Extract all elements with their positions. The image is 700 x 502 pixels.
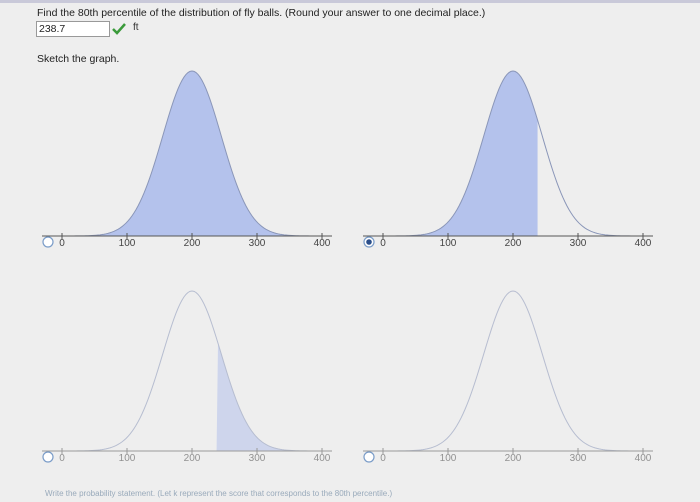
footer-text: Write the probability statement. (Let k … bbox=[45, 489, 393, 498]
axis-label: 0 bbox=[380, 238, 386, 249]
axis-label: 100 bbox=[440, 238, 457, 249]
axis-label: 300 bbox=[570, 453, 587, 464]
radio-selected bbox=[366, 239, 372, 245]
axis-label: 200 bbox=[184, 453, 201, 464]
axis-label: 100 bbox=[119, 453, 136, 464]
axis-label: 100 bbox=[119, 238, 136, 249]
normal-curve bbox=[363, 290, 653, 452]
prompt: Sketch the graph. bbox=[37, 53, 120, 65]
question: Find the 80th percentile of the distribu… bbox=[37, 7, 486, 19]
axis-label: 300 bbox=[249, 453, 266, 464]
graph: 0 100 200 300 400 bbox=[42, 290, 332, 464]
axis-label: 0 bbox=[380, 453, 386, 464]
shaded-area bbox=[42, 71, 332, 236]
axis-label: 300 bbox=[570, 238, 587, 249]
unit: ft bbox=[133, 22, 139, 33]
axis-label: 400 bbox=[635, 238, 652, 249]
axis-label: 200 bbox=[505, 238, 522, 249]
axis-label: 200 bbox=[184, 238, 201, 249]
graph: 0 100 200 300 400 bbox=[363, 70, 653, 249]
axis-label: 100 bbox=[440, 453, 457, 464]
normal-curve bbox=[42, 290, 332, 452]
axis-label: 400 bbox=[314, 453, 331, 464]
axis-label: 0 bbox=[59, 453, 65, 464]
axis-label: 0 bbox=[59, 238, 65, 249]
graph: 0 100 200 300 400 bbox=[42, 70, 332, 249]
correct-check bbox=[112, 23, 126, 35]
radio-button[interactable] bbox=[363, 451, 375, 463]
radio-button[interactable] bbox=[42, 236, 54, 248]
axis-label: 300 bbox=[249, 238, 266, 249]
axis-label: 400 bbox=[635, 453, 652, 464]
radio-button[interactable] bbox=[42, 451, 54, 463]
shaded-area bbox=[363, 71, 538, 236]
axis-label: 400 bbox=[314, 238, 331, 249]
top-border bbox=[0, 0, 700, 3]
shaded-area bbox=[216, 343, 332, 451]
axis-label: 200 bbox=[505, 453, 522, 464]
answer-input[interactable]: 238.7 bbox=[36, 21, 110, 37]
graph: 0 100 200 300 400 bbox=[363, 290, 653, 464]
